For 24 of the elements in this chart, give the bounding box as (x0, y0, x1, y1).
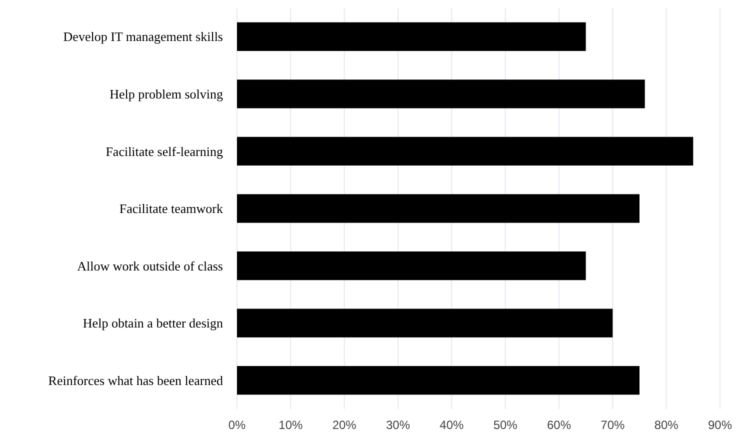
y-tick-label: Facilitate self-learning (106, 144, 224, 159)
y-tick-label: Facilitate teamwork (119, 201, 224, 216)
y-tick-label: Help problem solving (110, 86, 224, 102)
bar (237, 80, 645, 108)
x-tick-label: 20% (332, 418, 357, 432)
y-tick-label: Reinforces what has been learned (48, 372, 224, 388)
y-tick-label: Allow work outside of class (77, 258, 223, 274)
x-tick-label: 30% (386, 418, 410, 432)
x-tick-label: 60% (546, 418, 572, 432)
x-tick-label: 40% (440, 418, 464, 432)
bar (237, 194, 640, 223)
bar (237, 366, 640, 395)
x-tick-label: 80% (654, 418, 679, 432)
x-tick-label: 90% (708, 418, 732, 432)
x-tick-label: 10% (278, 418, 303, 432)
y-tick-label: Help obtain a better design (82, 316, 224, 331)
x-tick-label: 50% (493, 418, 518, 432)
bar (237, 22, 586, 51)
x-tick-label: 0% (228, 418, 246, 432)
x-tick-label: 70% (600, 418, 625, 432)
bar (237, 136, 694, 166)
y-tick-label: Develop IT management skills (63, 29, 223, 44)
bar (237, 308, 613, 338)
bar (237, 251, 586, 280)
